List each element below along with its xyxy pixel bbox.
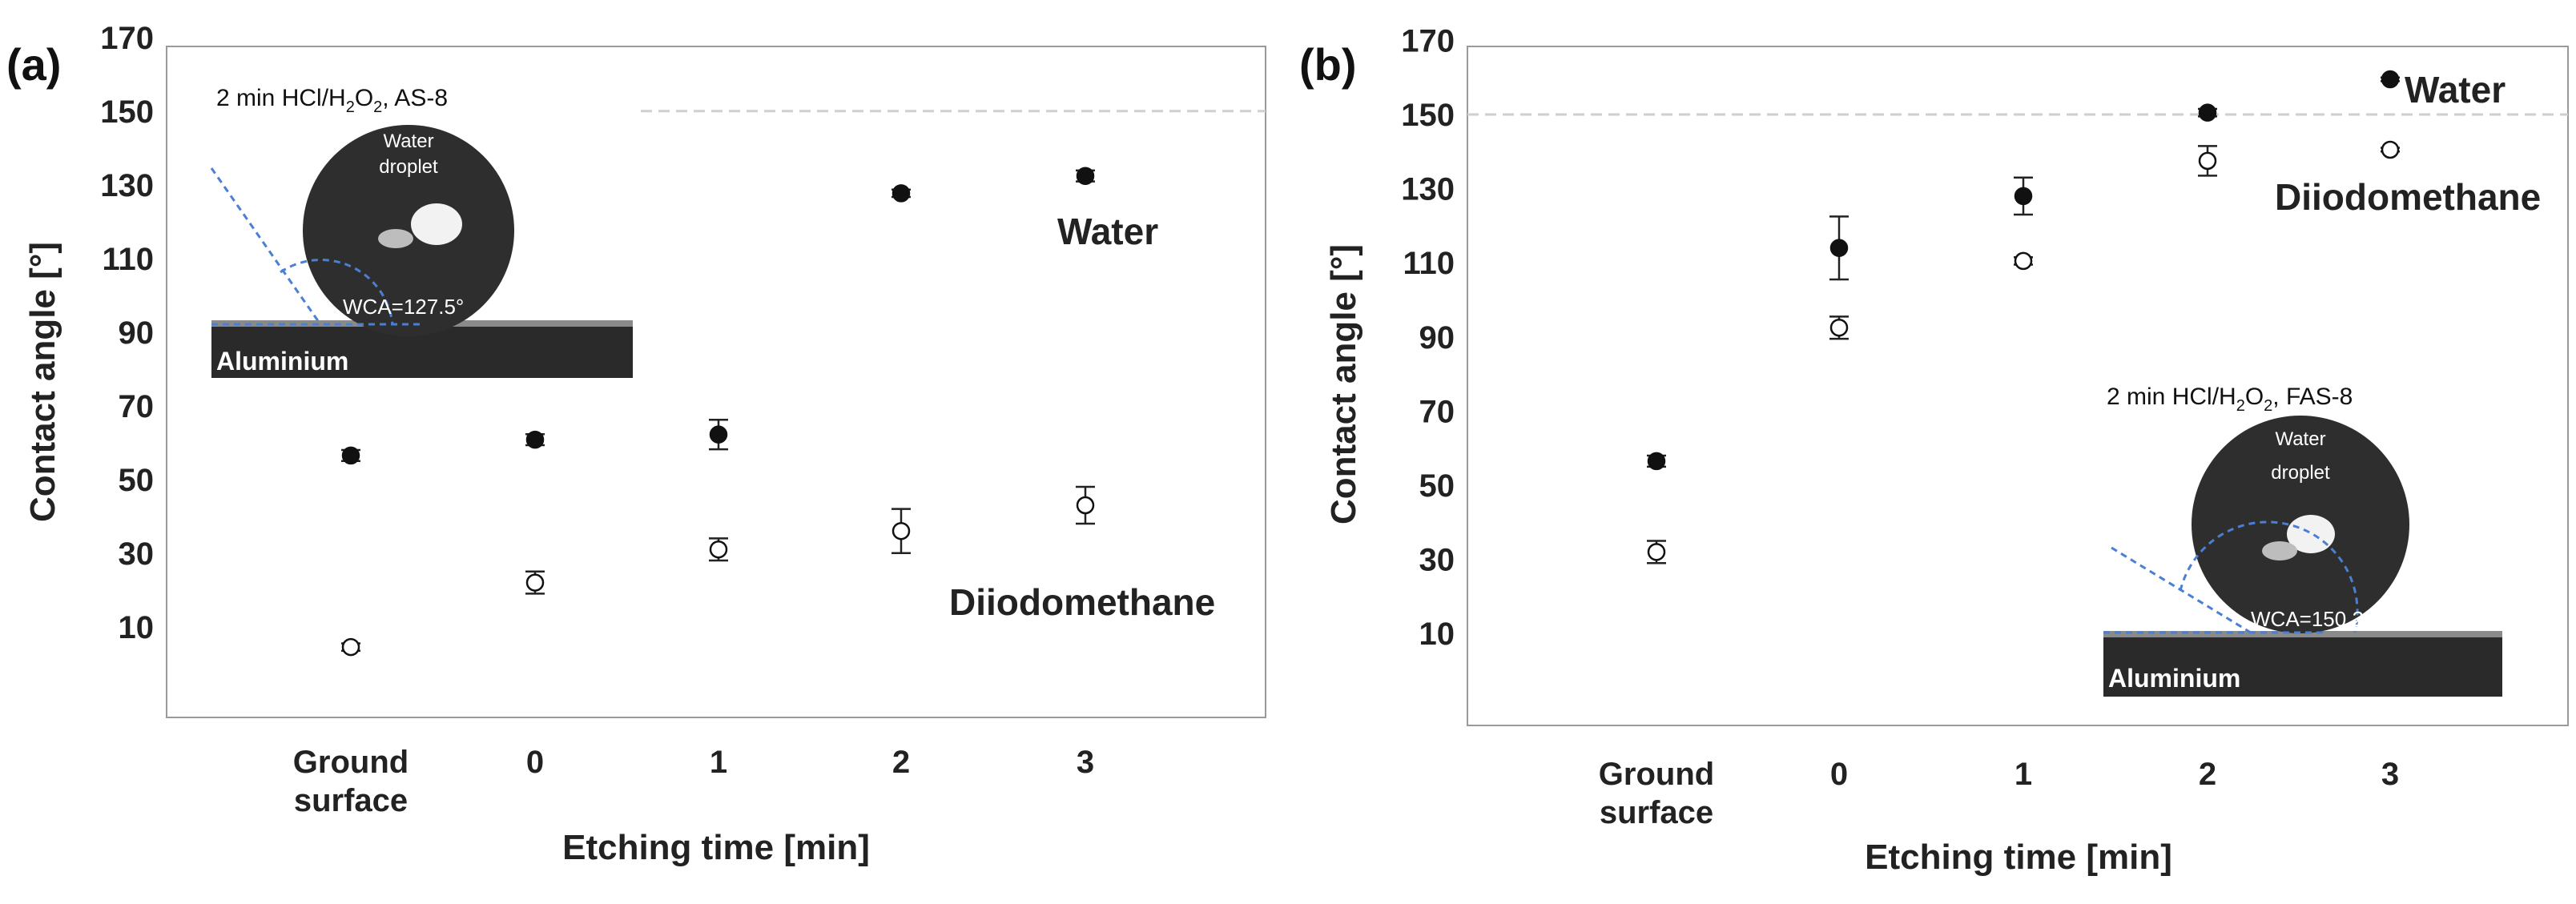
water-data-point — [709, 425, 728, 444]
y-tick-label: 110 — [1403, 246, 1455, 281]
diiodomethane-data-point — [1829, 318, 1849, 337]
y-tick-label: 90 — [1419, 320, 1455, 356]
water-data-point — [1076, 167, 1095, 186]
panel-b-water-label: Water — [2405, 69, 2506, 110]
diiodomethane-data-point — [2198, 151, 2217, 171]
x-tick-label: Ground surface — [293, 745, 409, 818]
panel-a-droplet-shine — [411, 203, 462, 245]
panel-b-inset-title: 2 min HCl/H2O2, FAS-8 — [2107, 384, 2353, 415]
diiodomethane-data-point — [892, 521, 911, 540]
panel-a-tangent-line — [210, 167, 322, 325]
water-data-point — [1647, 452, 1666, 471]
diiodomethane-data-point — [525, 573, 545, 592]
panel-b-x-ticks: Ground surface 0 1 2 3 — [1599, 757, 2399, 830]
panel-b-diiodomethane-label: Diiodomethane — [2275, 176, 2541, 218]
water-data-point — [341, 446, 360, 465]
y-tick-label: 90 — [119, 315, 155, 351]
y-tick-label: 10 — [119, 610, 155, 645]
y-tick-label: 170 — [100, 21, 154, 56]
panel-b-substrate-label: Aluminium — [2108, 664, 2240, 693]
x-tick-label: 1 — [710, 745, 727, 780]
panel-b-y-axis-label: Contact angle [°] — [1324, 244, 1363, 524]
panel-a-water-label: Water — [1057, 211, 1158, 252]
panel-b-inset-photo: 2 min HCl/H2O2, FAS-8 Water droplet WCA=… — [2102, 372, 2502, 697]
panel-b-y-ticks: 10 30 50 70 90 110 130 150 170 — [1401, 23, 1455, 652]
panel-a-y-axis-label: Contact angle [°] — [23, 242, 62, 522]
diiodomethane-data-point — [1647, 543, 1666, 561]
y-tick-label: 110 — [102, 242, 154, 277]
diiodomethane-data-point — [2014, 251, 2033, 271]
panel-a-droplet-label-1: Water — [383, 131, 433, 152]
panel-a-wca-label: WCA=127.5° — [343, 295, 464, 319]
y-tick-label: 30 — [119, 536, 155, 572]
x-tick-label: 1 — [2015, 757, 2032, 792]
x-tick-label: 2 — [892, 745, 910, 780]
panel-b-plot-frame — [1467, 46, 2569, 726]
y-tick-label: 150 — [1401, 98, 1455, 133]
panel-a-label: (a) — [6, 39, 61, 90]
panel-a-x-ticks: Ground surface 0 1 2 3 — [293, 745, 1094, 818]
y-tick-label: 70 — [1419, 394, 1455, 429]
panel-b-label: (b) — [1299, 39, 1357, 90]
diiodomethane-data-point — [1076, 496, 1095, 515]
x-tick-label: Ground surface — [1599, 757, 1714, 830]
y-tick-label: 70 — [119, 389, 155, 424]
panel-b-droplet-label-1: Water — [2275, 428, 2325, 450]
panel-a-droplet-label-2: droplet — [379, 156, 438, 178]
panel-a-substrate-label: Aluminium — [216, 347, 348, 376]
x-tick-label: 3 — [2381, 757, 2399, 792]
diiodomethane-data-point — [709, 540, 728, 559]
water-data-point — [1829, 239, 1849, 257]
panel-a-inset-photo: 2 min HCl/H2O2, AS-8 Water droplet WCA=1… — [210, 72, 633, 378]
panel-a-diiodomethane-label: Diiodomethane — [949, 581, 1215, 623]
x-tick-label: 0 — [1830, 757, 1848, 792]
panel-b-droplet-label-2: droplet — [2271, 462, 2330, 484]
y-tick-label: 170 — [1401, 23, 1455, 58]
panel-b-aluminium-substrate — [2103, 631, 2502, 697]
diiodomethane-data-point — [341, 637, 360, 657]
panel-a-angle-arc — [280, 258, 394, 325]
water-data-point — [2198, 103, 2217, 122]
panel-b-x-axis-label: Etching time [min] — [1865, 838, 2172, 877]
panel-b-angle-arc — [2179, 520, 2359, 633]
water-data-point — [2381, 70, 2400, 89]
x-tick-label: 3 — [1077, 745, 1094, 780]
water-data-point — [2014, 187, 2033, 206]
water-data-point — [525, 430, 545, 449]
panel-a-inset-title: 2 min HCl/H2O2, AS-8 — [216, 85, 448, 116]
panel-a-y-ticks: 10 30 50 70 90 110 130 150 170 — [100, 21, 154, 645]
y-tick-label: 130 — [1401, 172, 1455, 207]
diiodomethane-data-point — [2381, 140, 2400, 159]
y-tick-label: 10 — [1419, 617, 1455, 652]
panel-b-wca-label: WCA=150.2° — [2251, 607, 2372, 631]
panel-b-substrate-highlight — [2103, 631, 2502, 637]
y-tick-label: 50 — [1419, 468, 1455, 504]
y-tick-label: 130 — [100, 168, 154, 203]
y-tick-label: 30 — [1419, 543, 1455, 578]
panel-a-x-axis-label: Etching time [min] — [562, 828, 870, 867]
panel-a-droplet-reflection — [378, 229, 413, 248]
y-tick-label: 150 — [100, 94, 154, 130]
panel-b-droplet-reflection — [2262, 541, 2297, 560]
x-tick-label: 0 — [526, 745, 544, 780]
panel-a-water-droplet — [303, 125, 514, 336]
y-tick-label: 50 — [119, 463, 155, 498]
panel-a-plot-frame — [166, 46, 1266, 718]
panel-a-data-points — [341, 167, 1095, 657]
water-data-point — [892, 184, 911, 203]
x-tick-label: 2 — [2199, 757, 2216, 792]
panel-b-droplet-shine — [2287, 515, 2335, 553]
panel-b-data-points — [1647, 70, 2400, 564]
